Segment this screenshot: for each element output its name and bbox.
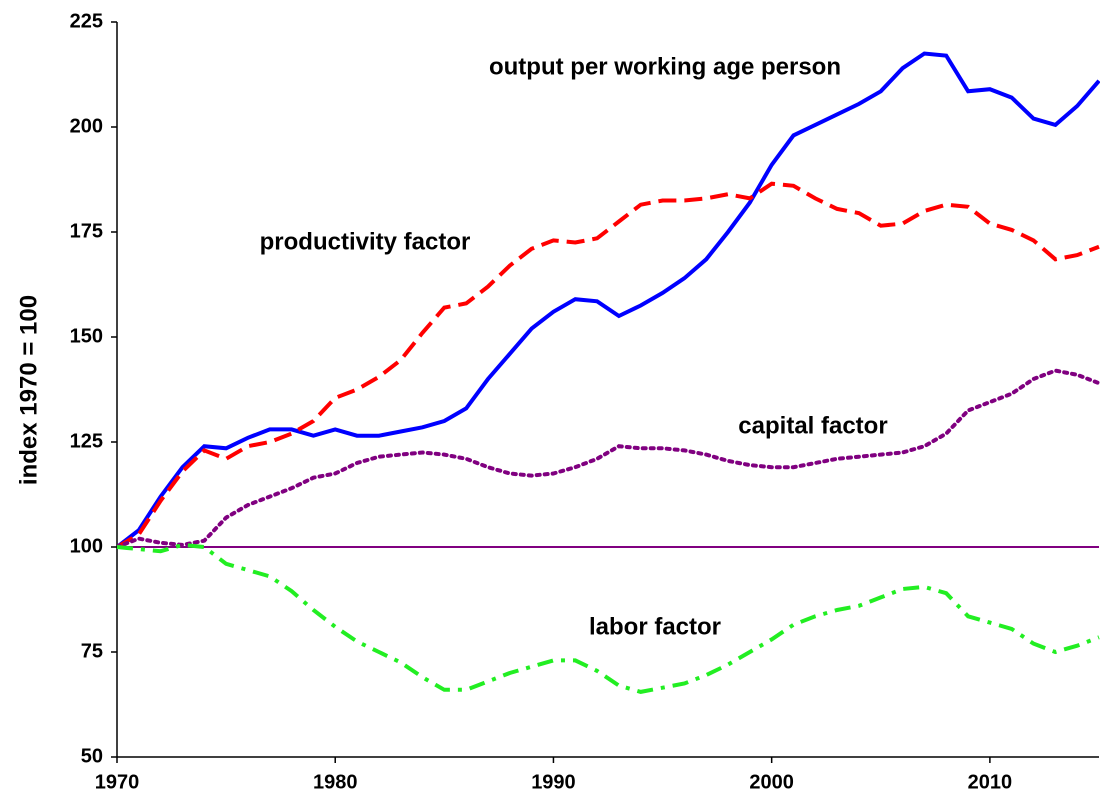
y-tick-label: 200 [70,115,103,137]
series-line [117,542,1100,694]
y-axis-label: index 1970 = 100 [15,295,42,485]
y-tick-label: 50 [81,745,103,767]
x-tick-label: 1990 [531,771,576,793]
y-tick-label: 175 [70,220,103,242]
y-tick-label: 125 [70,430,103,452]
series-label: capital factor [738,412,887,439]
x-tick-label: 2010 [968,771,1013,793]
x-tick-label: 1970 [95,771,140,793]
series-label: productivity factor [260,228,471,255]
y-tick-label: 75 [81,640,103,662]
series-line [117,181,1100,549]
y-tick-label: 100 [70,535,103,557]
series-line [117,368,1100,549]
series-label: labor factor [589,613,721,640]
series-line [117,51,1100,549]
y-tick-label: 150 [70,325,103,347]
x-tick-label: 2000 [749,771,794,793]
series-label: output per working age person [489,53,841,80]
x-tick-label: 1980 [313,771,358,793]
y-tick-label: 225 [70,10,103,32]
